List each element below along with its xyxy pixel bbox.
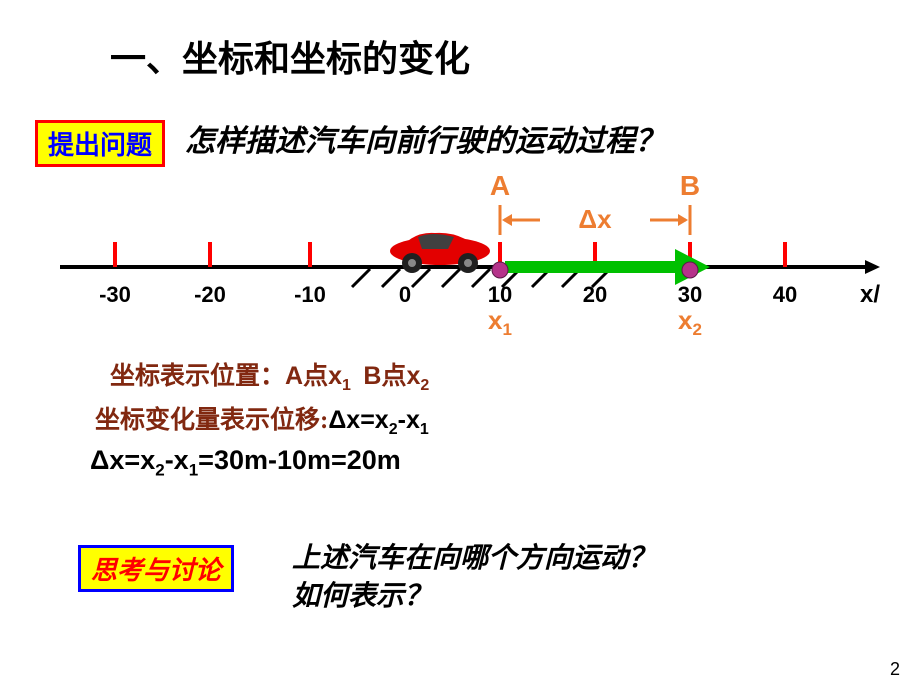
line-position: 坐标表示位置：A点x1 B点x2	[110, 356, 429, 395]
question-box-think: 思考与讨论	[78, 545, 234, 592]
svg-text:-10: -10	[294, 282, 326, 307]
line-calculation: Δx=x2-x1=30m-10m=20m	[90, 445, 401, 480]
page-number: 2	[890, 659, 900, 680]
svg-text:x/m: x/m	[860, 281, 880, 308]
svg-text:x1: x1	[488, 305, 512, 339]
axis-diagram: -30 -20 -10 0 10 20 30 40 x/m A B Δx x1 x2	[50, 165, 880, 355]
svg-text:x2: x2	[678, 305, 702, 339]
line-displacement: 坐标变化量表示位移:Δx=x2-x1	[95, 400, 429, 439]
svg-text:30: 30	[678, 282, 702, 307]
section-title: 一、坐标和坐标的变化	[110, 30, 470, 82]
svg-text:Δx: Δx	[578, 204, 612, 234]
question-text-1: 怎样描述汽车向前行驶的运动过程？	[185, 116, 665, 160]
svg-text:0: 0	[399, 282, 411, 307]
svg-text:40: 40	[773, 282, 797, 307]
svg-text:B: B	[680, 170, 700, 201]
svg-text:20: 20	[583, 282, 607, 307]
svg-text:A: A	[490, 170, 510, 201]
svg-text:-20: -20	[194, 282, 226, 307]
svg-text:10: 10	[488, 282, 512, 307]
svg-text:-30: -30	[99, 282, 131, 307]
question-box-raise: 提出问题	[35, 120, 165, 167]
question-text-2: 上述汽车在向哪个方向运动？ 如何表示？	[292, 540, 656, 616]
